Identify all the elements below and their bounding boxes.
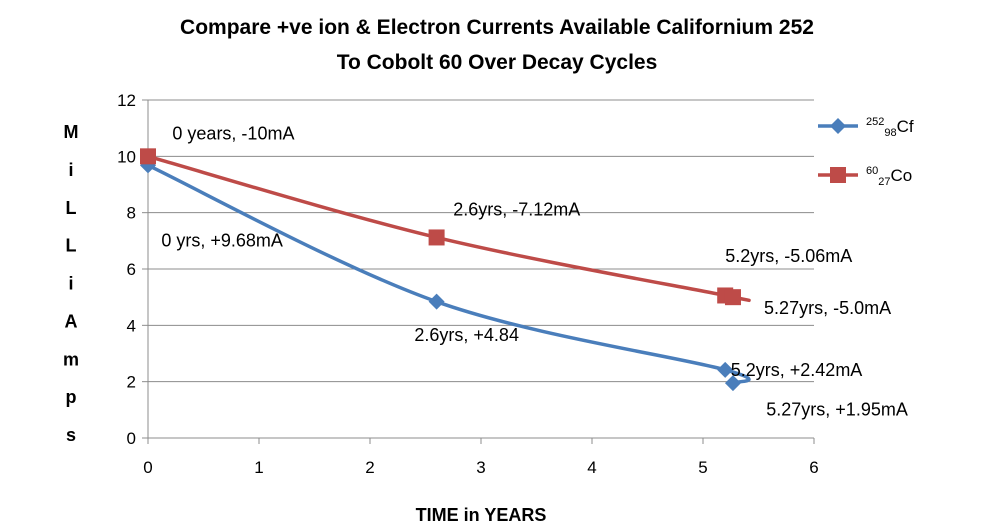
- data-label: 0 years, -10mA: [172, 123, 294, 143]
- x-axis-title: TIME in YEARS: [416, 505, 547, 525]
- data-label: 2.6yrs, -7.12mA: [453, 199, 580, 219]
- data-label: 5.2yrs, +2.42mA: [731, 360, 863, 380]
- y-tick-label: 0: [127, 429, 136, 448]
- legend-label: 6027Co: [866, 165, 912, 188]
- y-tick-labels: 0 2 4 6 8 10 12: [117, 91, 136, 448]
- series-line: [147, 163, 751, 385]
- y-tick-label: 12: [117, 91, 136, 110]
- data-label: 0 yrs, +9.68mA: [161, 230, 283, 250]
- series: [140, 148, 751, 392]
- data-point: [140, 148, 156, 165]
- data-label: 5.27yrs, -5.0mA: [764, 298, 891, 318]
- data-point: [830, 118, 846, 134]
- data-point: [724, 375, 741, 392]
- grid: [148, 99, 814, 383]
- x-tick-label: 6: [809, 458, 818, 477]
- legend: 25298Cf 6027Co: [818, 116, 914, 188]
- y-tick-label: 10: [117, 147, 136, 166]
- axes: [142, 99, 815, 444]
- data-label: 5.27yrs, +1.95mA: [766, 399, 908, 419]
- legend-label: 25298Cf: [866, 116, 914, 139]
- data-point: [717, 361, 734, 378]
- data-point: [428, 293, 445, 310]
- series-1: [140, 148, 751, 306]
- data-label: 2.6yrs, +4.84: [414, 325, 519, 345]
- y-tick-label: 8: [127, 204, 136, 223]
- x-tick-labels: 0 1 2 3 4 5 6: [143, 458, 818, 477]
- chart-title-line-1: Compare +ve ion & Electron Currents Avai…: [180, 16, 814, 39]
- x-tick-label: 0: [143, 458, 152, 477]
- x-tick-label: 5: [698, 458, 707, 477]
- series-line: [147, 154, 751, 303]
- data-label: 5.2yrs, -5.06mA: [725, 246, 852, 266]
- series-0: [140, 157, 751, 392]
- data-point: [830, 167, 846, 183]
- legend-entry-1: 6027Co: [818, 165, 912, 188]
- data-point: [724, 289, 741, 306]
- x-tick-label: 2: [365, 458, 374, 477]
- y-tick-label: 6: [127, 260, 136, 279]
- x-tick-label: 1: [254, 458, 263, 477]
- data-point: [428, 229, 445, 246]
- annotations: 0 years, -10mA 0 yrs, +9.68mA 2.6yrs, -7.1…: [161, 123, 908, 419]
- y-tick-label: 2: [127, 373, 136, 392]
- legend-entry-0: 25298Cf: [818, 116, 914, 139]
- y-tick-label: 4: [127, 316, 136, 335]
- x-tick-label: 4: [587, 458, 596, 477]
- chart-title-line-2: To Cobolt 60 Over Decay Cycles: [337, 51, 658, 74]
- x-tick-label: 3: [476, 458, 485, 477]
